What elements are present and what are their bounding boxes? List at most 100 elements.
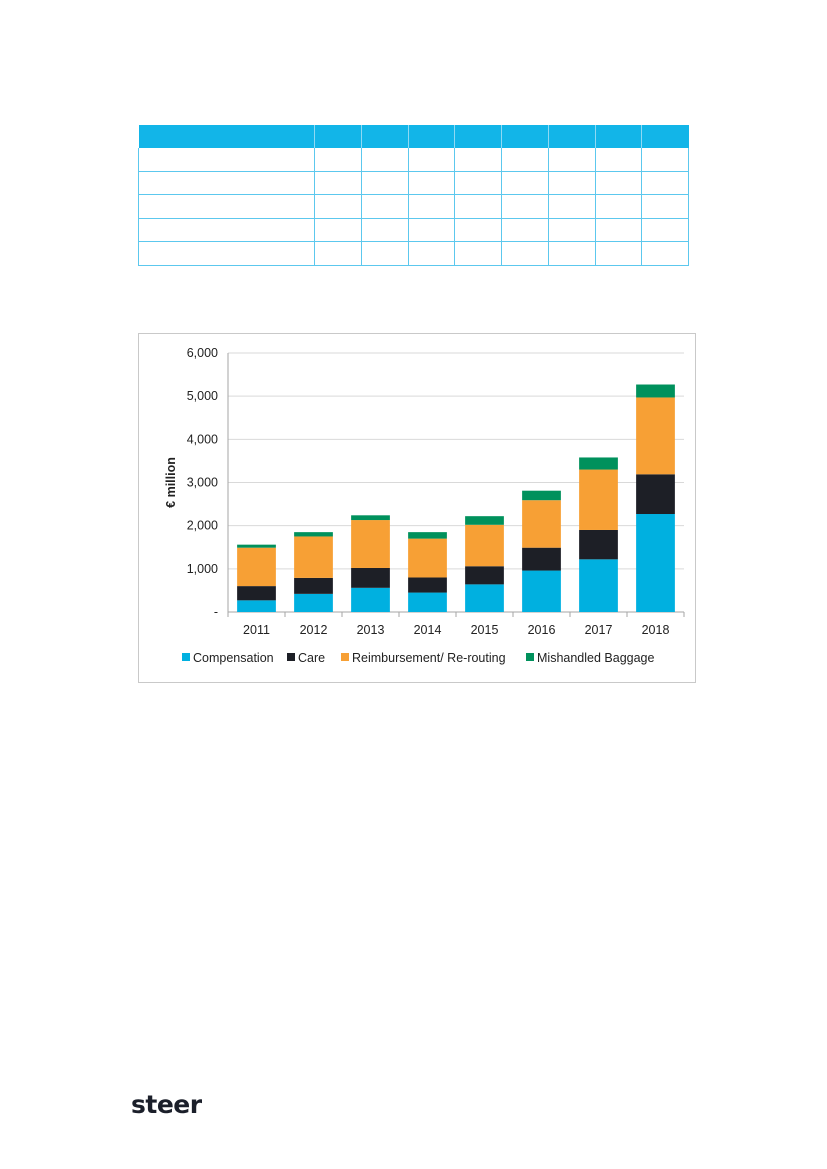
table-row [138,194,689,219]
y-tick-label: 6,000 [187,346,218,360]
table-cell [454,194,502,219]
table-header-row [138,125,689,148]
bar-segment [465,566,504,585]
bar-segment [636,514,675,612]
bar-segment [351,567,390,588]
table-cell [314,241,362,266]
bar-segment [465,584,504,612]
table-header-cell [595,125,643,148]
x-tick-label: 2014 [414,623,442,637]
table-row [138,241,689,266]
bar-segment [351,515,390,521]
table-cell [138,241,315,266]
table-cell [314,218,362,243]
y-tick-label: 4,000 [187,432,218,446]
legend-label: Compensation [193,651,274,665]
bar-segment [294,593,333,612]
legend-label: Care [298,651,325,665]
bar-segment [522,570,561,612]
table-cell [595,241,643,266]
bar-segment [294,577,333,594]
table-header-cell [548,125,596,148]
x-tick-label: 2015 [471,623,499,637]
table-cell [361,148,409,172]
table-cell [408,218,456,243]
bar-segment [522,490,561,501]
x-tick-label: 2012 [300,623,328,637]
x-tick-label: 2013 [357,623,385,637]
legend-swatch [341,653,349,661]
table-cell [314,148,362,172]
table-cell [548,148,596,172]
bar-segment [351,520,390,568]
table-row [138,171,689,196]
table-cell [361,218,409,243]
x-tick-label: 2017 [585,623,613,637]
y-tick-label: - [214,605,218,619]
table-cell [595,148,643,172]
bar-segment [294,536,333,578]
bar-segment [465,524,504,567]
table-cell [408,194,456,219]
bar-segment [522,547,561,571]
x-tick-label: 2018 [642,623,670,637]
table-cell [641,148,689,172]
legend-label: Mishandled Baggage [537,651,654,665]
table-cell [314,194,362,219]
legend-swatch [182,653,190,661]
y-tick-label: 3,000 [187,476,218,490]
y-tick-label: 5,000 [187,389,218,403]
bar-segment [579,469,618,530]
table-row [138,148,689,172]
table-cell [501,148,549,172]
table-cell [595,194,643,219]
table-cell [454,171,502,196]
bar-segment [636,397,675,475]
table-header-cell [314,125,362,148]
table-cell [501,171,549,196]
table-cell [641,171,689,196]
table-cell [501,241,549,266]
table-cell [595,171,643,196]
bar-segment [579,559,618,612]
chart-frame: - 1,000 2,000 3,000 4,000 5,000 6,000 2011 2012 2… [138,333,696,683]
table-cell [454,241,502,266]
x-tick-label: 2016 [528,623,556,637]
table-cell [361,194,409,219]
table-header-cell [408,125,456,148]
x-tick-label: 2011 [243,623,270,637]
table-cell [454,218,502,243]
table-cell [548,171,596,196]
table-cell [361,241,409,266]
table-row [138,218,689,243]
legend-label: Reimbursement/ Re-routing [352,651,506,665]
table-cell [138,148,315,172]
bar-segment [408,532,447,539]
table-cell [548,241,596,266]
table-header-cell [641,125,689,148]
table-cell [641,194,689,219]
bar-segment [636,474,675,515]
bar-segment [408,592,447,612]
table-cell [408,171,456,196]
table-header-cell [454,125,502,148]
bar-segment [294,532,333,537]
table-header-cell [361,125,409,148]
bar-segment [237,600,276,612]
table-header-cell [501,125,549,148]
bar-segment [237,544,276,548]
table-cell [138,218,315,243]
table-cell [501,218,549,243]
y-tick-label: 2,000 [187,519,218,533]
table-cell [361,171,409,196]
bar-segment [237,586,276,601]
table-cell [138,171,315,196]
table-cell [314,171,362,196]
table-cell [548,218,596,243]
data-table [138,125,689,266]
bar-segment [465,516,504,525]
table-cell [408,148,456,172]
steer-logo: steer [131,1090,202,1119]
bar-segment [522,500,561,548]
bar-segment [408,577,447,593]
